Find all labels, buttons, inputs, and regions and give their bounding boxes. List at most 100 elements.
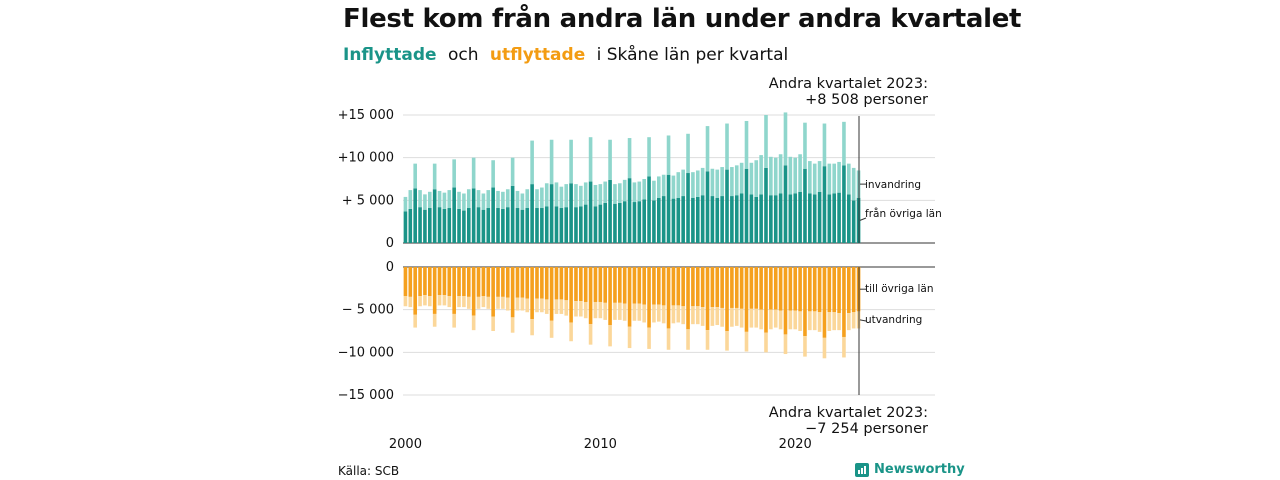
bar-utvandring [827, 312, 832, 331]
bar-fran-ovriga-lan [637, 201, 642, 243]
bar-invandring [432, 163, 437, 190]
bar-fran-ovriga-lan [812, 194, 817, 243]
bar-invandring [827, 163, 832, 195]
bar-fran-ovriga-lan [457, 208, 461, 243]
bar-fran-ovriga-lan [569, 183, 573, 243]
bar-fran-ovriga-lan [744, 168, 749, 243]
bar-till-ovriga-lan [476, 267, 481, 297]
bar-utvandring [627, 326, 632, 349]
subtitle-rest: i Skåne län per kvartal [596, 45, 789, 65]
bar-utvandring [730, 307, 734, 327]
bar-invandring [603, 181, 608, 203]
bar-invandring [773, 157, 778, 196]
bar-invandring [427, 191, 432, 209]
bar-utvandring [476, 296, 481, 309]
bar-utvandring [452, 313, 456, 328]
bar-utvandring [466, 296, 471, 309]
bar-fran-ovriga-lan [603, 202, 608, 243]
bar-invandring [681, 169, 685, 197]
bar-fran-ovriga-lan [437, 207, 442, 243]
bar-till-ovriga-lan [501, 267, 505, 297]
bar-fran-ovriga-lan [773, 195, 778, 243]
bar-invandring [730, 167, 734, 197]
bar-fran-ovriga-lan [666, 174, 671, 243]
chart-title: Flest kom från andra län under andra kva… [343, 4, 1022, 34]
bar-invandring [457, 191, 461, 209]
bar-invandring [759, 155, 763, 195]
bar-fran-ovriga-lan [851, 200, 856, 243]
bar-fran-ovriga-lan [486, 208, 491, 243]
bar-invandring [715, 169, 720, 198]
bar-invandring [671, 175, 676, 199]
bar-invandring [847, 163, 851, 195]
brand-logo[interactable]: Newsworthy [855, 462, 965, 477]
bar-invandring [608, 139, 612, 180]
bar-invandring [491, 160, 495, 188]
bar-fran-ovriga-lan [817, 191, 822, 243]
bar-invandring [442, 192, 447, 209]
bar-utvandring [632, 303, 637, 321]
bar-utvandring [525, 298, 530, 313]
bar-utvandring [812, 311, 817, 331]
bar-utvandring [447, 296, 452, 308]
bar-fran-ovriga-lan [686, 173, 690, 243]
bar-till-ovriga-lan [652, 267, 656, 305]
subtitle-utflyttade: utflyttade [489, 45, 586, 65]
bar-utvandring [427, 296, 432, 307]
bar-fran-ovriga-lan [661, 196, 666, 243]
bar-till-ovriga-lan [515, 267, 520, 298]
bar-invandring [525, 189, 530, 209]
bar-fran-ovriga-lan [540, 208, 544, 243]
bar-till-ovriga-lan [583, 267, 588, 302]
bar-fran-ovriga-lan [452, 187, 456, 243]
bar-till-ovriga-lan [705, 267, 710, 331]
bar-fran-ovriga-lan [447, 208, 452, 243]
bar-fran-ovriga-lan [700, 195, 705, 243]
bar-till-ovriga-lan [734, 267, 739, 308]
bar-invandring [691, 172, 695, 198]
bar-till-ovriga-lan [783, 267, 788, 335]
bar-fran-ovriga-lan [681, 196, 685, 243]
bar-utvandring [437, 295, 442, 306]
bar-fran-ovriga-lan [632, 202, 637, 243]
bar-invandring [418, 190, 422, 208]
bar-fran-ovriga-lan [505, 207, 510, 243]
bar-invandring [622, 179, 627, 202]
bar-invandring [413, 163, 417, 189]
brand-name: Newsworthy [874, 462, 965, 477]
bar-invandring [695, 170, 700, 197]
bar-utvandring [739, 308, 744, 328]
bar-fran-ovriga-lan [822, 166, 827, 243]
bar-utvandring [530, 319, 534, 336]
bar-utvandring [754, 308, 759, 328]
bar-till-ovriga-lan [496, 267, 500, 297]
bar-till-ovriga-lan [588, 267, 593, 325]
bar-till-ovriga-lan [452, 267, 456, 314]
bar-till-ovriga-lan [549, 267, 554, 321]
bar-invandring [627, 138, 632, 179]
bar-utvandring [613, 302, 617, 320]
bar-fran-ovriga-lan [705, 171, 710, 243]
bar-invandring [403, 196, 408, 212]
bar-fran-ovriga-lan [627, 178, 632, 243]
bar-utvandring [793, 310, 798, 330]
bar-till-ovriga-lan [808, 267, 812, 312]
y-tick-label-bottom: − 5 000 [342, 303, 394, 318]
bar-till-ovriga-lan [773, 267, 778, 310]
bar-invandring [505, 189, 510, 208]
bar-till-ovriga-lan [837, 267, 841, 314]
bar-utvandring [540, 298, 544, 313]
bar-fran-ovriga-lan [593, 206, 598, 243]
bar-till-ovriga-lan [442, 267, 447, 296]
bar-till-ovriga-lan [569, 267, 573, 323]
bar-invandring [583, 182, 588, 205]
bar-utvandring [676, 305, 681, 323]
bar-utvandring [574, 301, 578, 317]
bar-utvandring [720, 307, 724, 327]
bar-fran-ovriga-lan [579, 206, 583, 243]
bar-till-ovriga-lan [764, 267, 768, 333]
bar-till-ovriga-lan [754, 267, 759, 309]
bar-invandring [832, 163, 837, 194]
bar-invandring [530, 140, 534, 185]
bar-invandring [535, 189, 539, 209]
